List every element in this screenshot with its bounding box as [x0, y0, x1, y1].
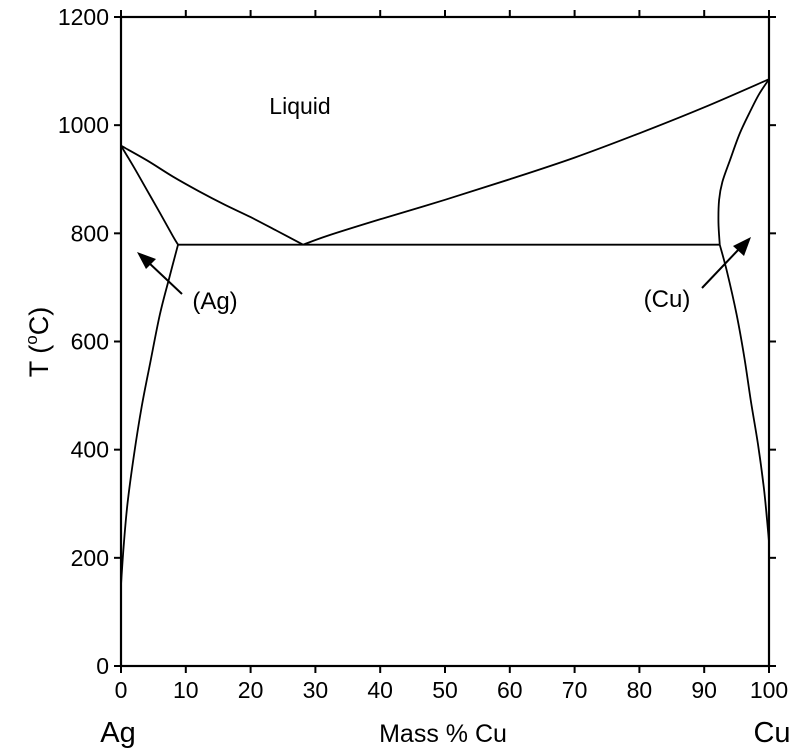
y-tick-label: 0 — [96, 653, 109, 679]
liquidus-right — [302, 78, 770, 246]
y-tick-label: 200 — [71, 545, 109, 571]
y-tick-label: 800 — [71, 220, 109, 246]
x-tick-label: 80 — [627, 677, 653, 703]
x-tick-label: 90 — [691, 677, 717, 703]
arrow-ag — [137, 252, 183, 295]
x-tick-label: 30 — [303, 677, 329, 703]
annotation-liquid: Liquid — [269, 93, 330, 119]
ticks: 0 10 20 30 40 50 60 70 80 90 100020040060080010001… — [58, 4, 788, 703]
y-tick-label: 600 — [71, 329, 109, 355]
annotation-cu-phase: (Cu) — [644, 286, 691, 313]
x-tick-label: 20 — [238, 677, 264, 703]
x-tick-label: 0 — [115, 677, 128, 703]
right-element-label: Cu — [753, 717, 790, 749]
x-axis-label: Mass % Cu — [379, 720, 507, 748]
y-axis-label: T (oC) — [22, 307, 54, 377]
y-tick-label: 1000 — [58, 112, 109, 138]
x-tick-label: 10 — [173, 677, 199, 703]
x-tick-label: 40 — [367, 677, 393, 703]
arrow-cu — [701, 237, 751, 289]
plot-frame — [119, 15, 771, 668]
left-element-label: Ag — [100, 717, 135, 749]
x-tick-label: 50 — [432, 677, 458, 703]
liquidus-left — [120, 144, 304, 246]
solvus-ag — [120, 244, 179, 585]
axes-frame — [119, 15, 771, 668]
y-tick-label: 1200 — [58, 4, 109, 30]
phase-curves — [120, 78, 770, 585]
solidus-cu — [717, 78, 770, 245]
solvus-cu — [718, 244, 770, 542]
x-tick-label: 60 — [497, 677, 523, 703]
annotation-ag-phase: (Ag) — [192, 288, 237, 315]
solidus-ag — [120, 145, 179, 246]
x-tick-label: 70 — [562, 677, 588, 703]
x-tick-label: 100 — [750, 677, 788, 703]
y-tick-label: 400 — [71, 437, 109, 463]
